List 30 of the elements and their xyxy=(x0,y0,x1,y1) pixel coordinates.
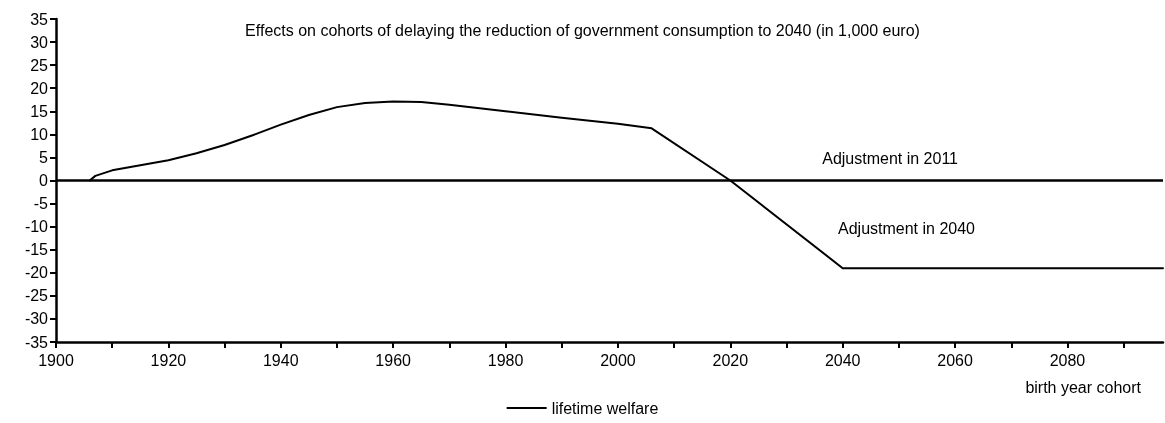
y-tick-label: 10 xyxy=(30,125,49,143)
y-tick-label: -30 xyxy=(24,310,49,328)
x-tick-label: 2040 xyxy=(824,351,861,369)
legend-label: lifetime welfare xyxy=(551,399,659,417)
x-tick-label: 2080 xyxy=(1049,351,1086,369)
y-tick-label: 15 xyxy=(30,102,49,120)
y-tick-label: -10 xyxy=(24,218,49,236)
y-tick-label: 35 xyxy=(30,10,49,28)
x-tick-label: 1900 xyxy=(38,351,74,369)
ref-line-label: Adjustment in 2011 xyxy=(822,150,959,167)
x-axis-title: birth year cohort xyxy=(1025,378,1142,396)
y-tick-label: -15 xyxy=(24,241,49,259)
y-tick-label: -20 xyxy=(24,264,49,282)
y-tick-label: 20 xyxy=(30,79,49,97)
x-tick-label: 1920 xyxy=(150,351,187,369)
x-tick-label: 2000 xyxy=(600,351,636,369)
x-tick-label: 2020 xyxy=(712,351,749,369)
x-tick-label: 1940 xyxy=(262,351,299,369)
y-tick-label: -35 xyxy=(24,333,49,351)
y-tick-label: 30 xyxy=(30,33,49,51)
y-tick-label: -25 xyxy=(24,287,49,305)
y-tick-label: 5 xyxy=(39,148,49,166)
annotation: Adjustment in 2040 xyxy=(838,219,976,237)
y-tick-label: 0 xyxy=(39,172,49,189)
y-tick-label: 25 xyxy=(30,56,49,74)
x-tick-label: 1960 xyxy=(375,351,412,369)
x-tick-label: 1980 xyxy=(487,351,524,369)
chart-title: Effects on cohorts of delaying the reduction of government consumption to 2040 (in 1,000 euro) xyxy=(245,21,920,39)
y-tick-label: -5 xyxy=(33,195,49,213)
x-tick-label: 2060 xyxy=(937,351,973,369)
